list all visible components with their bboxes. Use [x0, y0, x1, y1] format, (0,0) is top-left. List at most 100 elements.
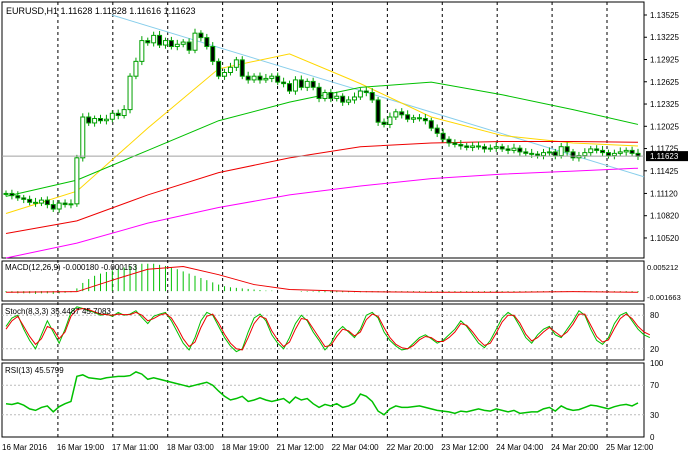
candle-body: [499, 146, 505, 150]
candle-body: [298, 79, 304, 88]
candle-body: [44, 199, 50, 206]
candle-body: [133, 60, 139, 77]
ma-magenta-line: [5, 167, 639, 259]
candle-body: [233, 59, 239, 68]
x-tick-label: 17 Mar 11:00: [112, 443, 159, 452]
rsi-tick-label: 30: [650, 411, 659, 420]
candle-body: [346, 99, 352, 103]
y-tick-label: 1.11425: [650, 167, 679, 176]
candle-body: [216, 60, 222, 77]
candle-body: [157, 34, 163, 46]
candle-body: [582, 152, 588, 157]
candle-body: [387, 116, 393, 125]
panel-frames: [1, 1, 645, 438]
rsi-tick-label: 0: [650, 433, 655, 442]
candle-body: [162, 40, 168, 46]
stoch-line: [5, 306, 651, 353]
candle-body: [523, 151, 529, 154]
candle-body: [434, 127, 440, 134]
candle-body: [440, 132, 446, 140]
candle-body: [564, 146, 570, 153]
candle-body: [239, 59, 245, 77]
vertical-grid: [57, 2, 608, 437]
candle-body: [529, 152, 535, 155]
time-axis: 16 Mar 2016 16 Mar 19:00 17 Mar 11:00 18 Ma…: [2, 443, 654, 452]
candle-body: [186, 41, 192, 51]
y-tick-label: 1.12625: [650, 78, 679, 87]
macd-axis: 0.005212 -0.001663: [647, 263, 681, 302]
candle-body: [511, 147, 517, 151]
candle-body: [227, 66, 233, 73]
candles: [3, 28, 641, 213]
candle-body: [33, 201, 39, 204]
x-tick-label: 18 Mar 19:00: [222, 443, 270, 452]
candle-body: [9, 192, 15, 197]
candle-body: [375, 99, 381, 123]
candle-body: [198, 32, 204, 39]
x-tick-label: 21 Mar 12:00: [277, 443, 325, 452]
candle-body: [27, 198, 33, 203]
candle-body: [275, 75, 281, 83]
candle-body: [576, 155, 582, 159]
x-tick-label: 18 Mar 03:00: [167, 443, 215, 452]
candle-body: [505, 148, 511, 151]
candle-body: [535, 153, 541, 157]
y-tick-label: 1.10820: [650, 212, 679, 221]
candle-body: [304, 80, 310, 88]
candle-body: [86, 116, 92, 124]
candle-body: [588, 148, 594, 154]
candle-body: [411, 117, 417, 120]
candle-body: [292, 79, 298, 92]
y-tick-label: 1.12325: [650, 100, 679, 109]
candle-body: [3, 192, 9, 195]
x-tick-label: 24 Mar 20:00: [551, 443, 599, 452]
candle-body: [222, 71, 228, 77]
candle-body: [487, 147, 493, 150]
candle-body: [369, 92, 375, 101]
candle-body: [328, 92, 334, 99]
stochastic-lines: [2, 306, 651, 353]
macd-tick-label: -0.001663: [647, 293, 681, 302]
panel-frame-main: [1, 1, 645, 259]
candle-body: [127, 75, 133, 111]
candle-body: [452, 142, 458, 145]
candle-body: [210, 46, 216, 62]
y-tick-label: 1.11725: [650, 145, 679, 154]
stoch-tick-label: 80: [650, 311, 659, 320]
candle-body: [15, 195, 21, 199]
candle-body: [21, 197, 27, 200]
candle-body: [204, 37, 210, 48]
candle-body: [316, 86, 322, 99]
candle-body: [38, 199, 44, 204]
candle-body: [174, 43, 180, 48]
candle-body: [605, 152, 611, 157]
candle-body: [363, 90, 369, 94]
candle-body: [310, 80, 316, 88]
candle-body: [180, 41, 186, 45]
candle-body: [351, 96, 357, 101]
candle-body: [145, 40, 151, 44]
candle-body: [558, 146, 564, 157]
y-tick-label: 1.12925: [650, 56, 679, 65]
candle-body: [446, 138, 452, 144]
candle-body: [393, 111, 399, 118]
candle-body: [546, 151, 552, 154]
candle-body: [594, 148, 600, 151]
candle-body: [617, 151, 623, 154]
y-tick-label: 1.10520: [650, 234, 679, 243]
candle-body: [263, 77, 269, 81]
candle-body: [623, 149, 629, 153]
macd-title: MACD(12,26,9) -0.000180 -0.000153: [5, 263, 138, 272]
main-overlays: [5, 14, 645, 259]
x-tick-label: 25 Mar 12:00: [606, 443, 654, 452]
candle-body: [381, 121, 387, 125]
ma-red-line: [5, 141, 639, 235]
candle-body: [56, 202, 62, 210]
x-tick-label: 22 Mar 20:00: [386, 443, 434, 452]
candle-body: [481, 146, 487, 150]
rsi-tick-label: 70: [650, 381, 659, 390]
candle-body: [92, 117, 98, 124]
x-tick-label: 16 Mar 19:00: [57, 443, 105, 452]
